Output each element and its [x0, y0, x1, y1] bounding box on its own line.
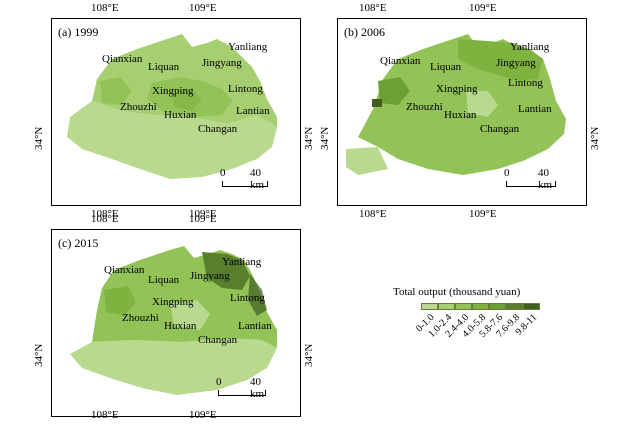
- city-liquan: Liquan: [430, 61, 462, 73]
- map-frame: (b) 2006 Yanliang Qianxian Liquan Jingya…: [337, 18, 587, 206]
- legend-swatch: [438, 303, 455, 310]
- right-tick-34n: 34°N: [303, 343, 315, 367]
- top-tick-109: 109°E: [189, 213, 217, 225]
- scale-bar: 0 40 km: [216, 376, 272, 404]
- bottom-tick-108: 108°E: [91, 409, 119, 421]
- scale-zero: 0: [220, 167, 226, 179]
- scale-line: [506, 181, 556, 187]
- scale-zero: 0: [216, 376, 222, 388]
- region-west-dark: [104, 286, 136, 316]
- region-west: [100, 77, 132, 105]
- map-panel-2006: (b) 2006 Yanliang Qianxian Liquan Jingya…: [319, 2, 601, 220]
- city-yanliang: Yanliang: [228, 41, 268, 53]
- legend-title: Total output (thousand yuan): [393, 286, 521, 298]
- top-tick-108: 108°E: [359, 2, 387, 14]
- scale-bar: 0 40 km: [220, 167, 272, 195]
- left-tick-34n: 34°N: [33, 343, 45, 367]
- scale-bar: 0 40 km: [504, 167, 560, 195]
- city-lantian: Lantian: [518, 103, 552, 115]
- legend-swatch: [523, 303, 540, 310]
- city-jingyang: Jingyang: [190, 270, 230, 282]
- legend: Total output (thousand yuan) 0-1.0 1.0-2.…: [393, 286, 603, 356]
- map-frame: (c) 2015 Yanliang Qianxian Liquan Jingya…: [51, 229, 301, 417]
- city-huxian: Huxian: [444, 109, 477, 121]
- city-lantian: Lantian: [238, 320, 272, 332]
- city-zhouzhi: Zhouzhi: [122, 312, 159, 324]
- city-qianxian: Qianxian: [380, 55, 421, 67]
- panel-label: (c) 2015: [58, 236, 99, 250]
- region-north-dark: [202, 252, 250, 290]
- scale-zero: 0: [504, 167, 510, 179]
- region-north-dark: [458, 39, 543, 81]
- legend-swatch: [472, 303, 489, 310]
- city-yanliang: Yanliang: [510, 41, 550, 53]
- city-jingyang: Jingyang: [202, 57, 242, 69]
- city-lintong: Lintong: [508, 77, 543, 89]
- city-qianxian: Qianxian: [104, 264, 145, 276]
- city-zhouzhi: Zhouzhi: [406, 101, 443, 113]
- bottom-tick-108: 108°E: [91, 208, 119, 220]
- city-xingping: Xingping: [152, 85, 194, 97]
- city-zhouzhi: Zhouzhi: [120, 101, 157, 113]
- region-southwest: [346, 147, 388, 175]
- scale-line: [218, 390, 266, 396]
- legend-swatch: [506, 303, 523, 310]
- left-tick-34n: 34°N: [319, 126, 331, 150]
- scale-distance: 40 km: [250, 167, 265, 191]
- region-urban: [466, 91, 498, 117]
- region-east-dark: [248, 274, 267, 316]
- patch-dark: [372, 99, 382, 107]
- city-huxian: Huxian: [164, 109, 197, 121]
- region-urban: [170, 300, 210, 330]
- city-changan: Changan: [198, 123, 238, 135]
- scale-distance: 40 km: [538, 167, 553, 191]
- city-lantian: Lantian: [236, 105, 270, 117]
- top-tick-109: 109°E: [189, 2, 217, 14]
- legend-swatch: [455, 303, 472, 310]
- panel-label: (a) 1999: [58, 25, 99, 39]
- region-south: [67, 101, 277, 179]
- bottom-tick-109: 109°E: [189, 208, 217, 220]
- top-tick-109: 109°E: [469, 2, 497, 14]
- city-huxian: Huxian: [164, 320, 197, 332]
- left-tick-34n: 34°N: [33, 126, 45, 150]
- city-lintong: Lintong: [228, 83, 263, 95]
- region-south: [70, 338, 277, 395]
- city-xingping: Xingping: [152, 296, 194, 308]
- top-tick-108: 108°E: [91, 213, 119, 225]
- bottom-tick-108: 108°E: [359, 208, 387, 220]
- bottom-tick-109: 109°E: [469, 208, 497, 220]
- scale-line: [222, 181, 268, 187]
- legend-swatch: [489, 303, 506, 310]
- city-liquan: Liquan: [148, 274, 180, 286]
- scale-distance: 40 km: [250, 376, 265, 400]
- right-tick-34n: 34°N: [589, 126, 601, 150]
- city-xingping: Xingping: [436, 83, 478, 95]
- study-area-map: [70, 246, 277, 395]
- legend-swatch: [421, 303, 438, 310]
- city-qianxian: Qianxian: [102, 53, 143, 65]
- city-changan: Changan: [198, 334, 238, 346]
- map-panel-2015: (c) 2015 Yanliang Qianxian Liquan Jingya…: [33, 213, 315, 421]
- city-yanliang: Yanliang: [222, 256, 262, 268]
- study-area-map: [346, 34, 566, 175]
- map-frame: (a) 1999 Yanliang Qianxian Liquan Jingya…: [51, 18, 301, 206]
- map-panel-1999: (a) 1999 Yanliang Qianxian Liquan Jingya…: [33, 2, 315, 220]
- city-liquan: Liquan: [148, 61, 180, 73]
- study-area-map: [67, 34, 277, 179]
- top-tick-108: 108°E: [91, 2, 119, 14]
- region-west-dark: [378, 77, 410, 105]
- region-urban: [172, 89, 202, 111]
- city-lintong: Lintong: [230, 292, 265, 304]
- bottom-tick-109: 109°E: [189, 409, 217, 421]
- panel-label: (b) 2006: [344, 25, 385, 39]
- city-jingyang: Jingyang: [496, 57, 536, 69]
- right-tick-34n: 34°N: [303, 126, 315, 150]
- city-changan: Changan: [480, 123, 520, 135]
